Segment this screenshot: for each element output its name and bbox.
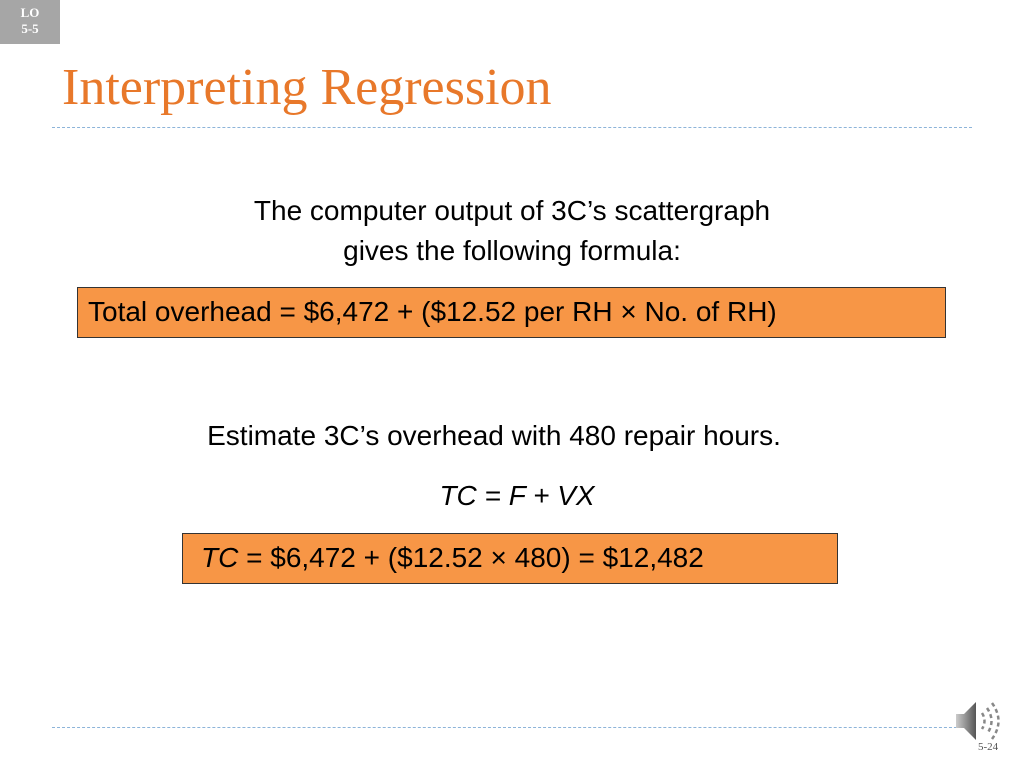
equation: TC = F + VX (439, 480, 595, 511)
badge-line: LO (20, 5, 40, 20)
result-box: TC = $6,472 + ($12.52 × 480) = $12,482 (182, 533, 838, 584)
intro-line: The computer output of 3C’s scattergraph (253, 195, 771, 226)
intro-line: gives the following formula: (343, 235, 681, 266)
lo-badge: LO 5-5 (0, 0, 60, 44)
divider (52, 727, 972, 728)
divider (52, 127, 972, 128)
badge-line: 5-5 (21, 21, 39, 36)
slide-title: Interpreting Regression (62, 59, 552, 116)
result-expression: = $6,472 + ($12.52 × 480) = $12,482 (246, 542, 704, 573)
page-number: 5-24 (978, 741, 999, 753)
speaker-icon[interactable] (950, 696, 1010, 746)
question: Estimate 3C’s overhead with 480 repair h… (207, 420, 781, 451)
result-variable: TC (201, 542, 239, 573)
formula-box: Total overhead = $6,472 + ($12.52 per RH… (77, 287, 946, 338)
formula: Total overhead = $6,472 + ($12.52 per RH… (88, 296, 777, 327)
